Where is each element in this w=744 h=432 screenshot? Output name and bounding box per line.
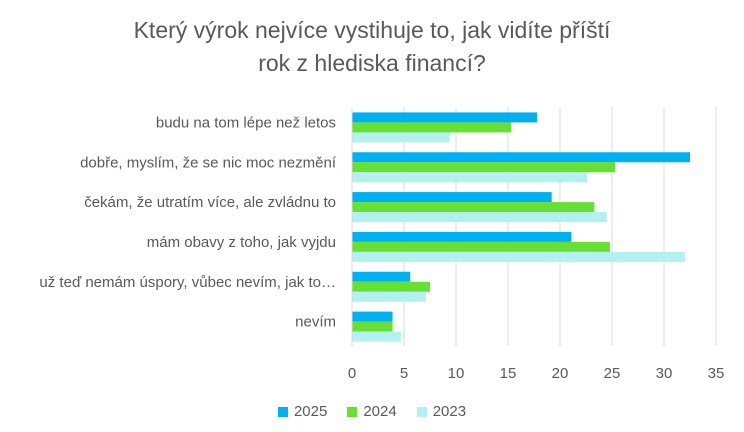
chart-title-line-1: Který výrok nejvíce vystihuje to, jak vi… (133, 17, 611, 43)
bar-2023 (352, 212, 607, 223)
legend-swatch-2023 (416, 406, 427, 417)
category-label: nevím (295, 314, 336, 331)
legend-item-2024: 2024 (347, 403, 397, 420)
bar-2024 (352, 281, 430, 292)
category-label: budu na tom lépe než letos (156, 114, 336, 131)
legend-label-2025: 2025 (293, 403, 328, 420)
x-tick-label: 10 (448, 365, 465, 382)
x-tick-label: 5 (400, 365, 408, 382)
bar-2023 (352, 172, 588, 183)
bar-2023 (352, 132, 450, 143)
legend-label-2024: 2024 (363, 403, 397, 420)
bar-2025 (352, 152, 690, 163)
x-tick-label: 20 (552, 365, 569, 382)
legend-item-2023: 2023 (416, 403, 467, 420)
bar-2023 (352, 331, 401, 342)
legend-swatch-2024 (347, 406, 358, 417)
bar-2025 (352, 311, 393, 322)
bar-2025 (352, 271, 411, 282)
bar-2023 (352, 291, 426, 302)
chart-title: Který výrok nejvíce vystihuje to, jak vi… (0, 14, 744, 80)
category-label: už teď nemám úspory, vůbec nevím, jak to… (39, 274, 336, 291)
category-label: dobře, myslím, že se nic moc nezmění (80, 154, 337, 171)
bar-2024 (352, 122, 512, 133)
chart-title-line-2: rok z hlediska financí? (258, 50, 486, 76)
x-tick-label: 30 (656, 365, 673, 382)
bar-2024 (352, 162, 616, 173)
bar-2024 (352, 321, 393, 332)
bar-2024 (352, 241, 610, 252)
x-tick-label: 35 (708, 365, 725, 382)
category-label: mám obavy z toho, jak vyjdu (147, 234, 336, 251)
bar-2025 (352, 112, 538, 123)
bar-2025 (352, 192, 552, 203)
bar-2023 (352, 251, 685, 262)
bar-2025 (352, 231, 572, 242)
legend-swatch-2025 (277, 406, 288, 417)
legend: 2025 2024 2023 (0, 403, 744, 420)
category-label: čekám, že utratím více, ale zvládnu to (84, 194, 336, 211)
legend-label-2023: 2023 (432, 403, 467, 420)
legend-item-2025: 2025 (277, 403, 328, 420)
bar-2024 (352, 202, 595, 213)
x-tick-label: 25 (604, 365, 621, 382)
x-tick-label: 0 (348, 365, 356, 382)
x-tick-label: 15 (500, 365, 517, 382)
